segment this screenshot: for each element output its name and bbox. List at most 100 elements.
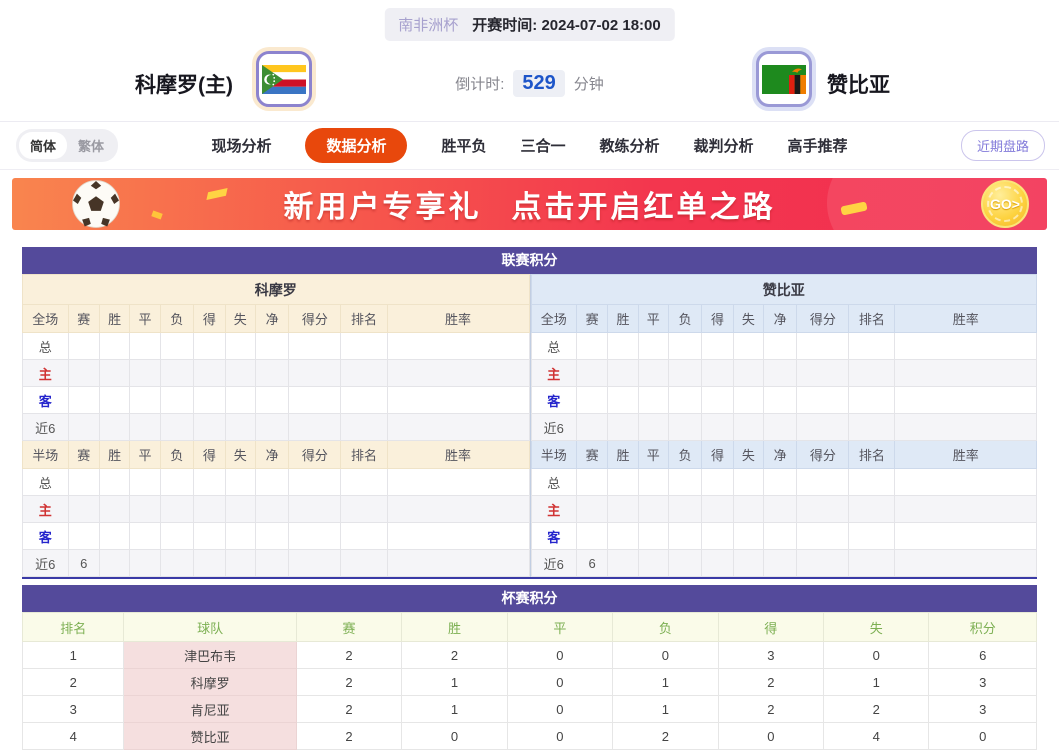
column-header: 平	[637, 304, 669, 333]
stat-cell	[98, 359, 131, 387]
match-info-pill: 南非洲杯 开赛时间: 2024-07-02 18:00	[384, 8, 675, 41]
stat-cell	[254, 332, 290, 360]
away-team-name: 赞比亚	[827, 74, 890, 97]
row-label: 客	[530, 386, 577, 414]
tab-win-draw-lose[interactable]: 胜平负	[441, 138, 487, 155]
stat-cell	[848, 549, 896, 577]
stat-cell	[224, 468, 256, 496]
stat-cell	[762, 359, 798, 387]
recent-odds-button[interactable]: 近期盘路	[960, 130, 1045, 161]
stat-cell	[796, 522, 850, 550]
stat-cell: 2	[612, 722, 719, 750]
stat-cell	[701, 332, 734, 360]
stat-cell	[667, 413, 703, 441]
league-team-header-row: 科摩罗	[22, 274, 530, 305]
column-header: 得	[701, 304, 734, 333]
stat-cell	[288, 468, 342, 496]
column-header: 净	[254, 440, 290, 469]
column-header: 排名	[848, 440, 896, 469]
tab-three-in-one[interactable]: 三合一	[520, 138, 566, 155]
row-label: 总	[22, 468, 69, 496]
column-header: 胜	[401, 612, 508, 642]
stat-cell	[732, 549, 764, 577]
stat-cell: 0	[506, 695, 614, 723]
stat-cell	[607, 332, 639, 360]
league-row: 近6 6	[530, 549, 1037, 577]
column-header: 排名	[340, 440, 388, 469]
banner-headline-left: 新用户专享礼	[283, 191, 482, 224]
column-header: 负	[159, 440, 195, 469]
stat-cell: 0	[506, 641, 614, 669]
stat-cell	[288, 386, 342, 414]
stat-cell	[762, 522, 798, 550]
stat-cell	[224, 413, 256, 441]
column-header: 赛	[67, 440, 100, 469]
zambia-flag-icon	[762, 64, 806, 94]
stat-cell: 2	[21, 668, 125, 696]
stat-cell	[607, 413, 639, 441]
league-away-half: 赞比亚 全场赛胜平负得失净得分 排名 胜率总主客近6 半场赛胜平负得失净得分 排名 胜率总主…	[529, 274, 1038, 577]
column-header: 得	[701, 440, 734, 469]
stat-cell	[762, 386, 798, 414]
lang-simplified[interactable]: 简体	[19, 132, 68, 159]
stat-cell	[667, 332, 703, 360]
stat-cell	[607, 359, 639, 387]
stat-cell	[894, 549, 1037, 577]
stat-cell	[637, 549, 669, 577]
cup-row: 2 科摩罗 2 1 0 1 2 1 3	[21, 668, 1037, 696]
confetti-shape	[840, 201, 868, 216]
row-label: 主	[530, 359, 577, 387]
go-coin-icon[interactable]: GO>	[981, 180, 1029, 228]
home-team-flag	[256, 51, 312, 107]
stat-cell	[193, 413, 226, 441]
stat-cell: 2	[717, 695, 825, 723]
stat-cell	[159, 359, 195, 387]
stat-cell	[894, 468, 1037, 496]
tab-data-analysis[interactable]: 数据分析	[305, 128, 408, 163]
stat-cell	[607, 522, 639, 550]
stat-cell	[637, 413, 669, 441]
stat-cell	[224, 549, 256, 577]
stat-cell	[701, 522, 734, 550]
league-row: 总	[530, 332, 1037, 360]
stat-cell	[575, 522, 609, 550]
tab-coach-analysis[interactable]: 教练分析	[599, 138, 660, 155]
column-header: 平	[129, 440, 161, 469]
stat-cell: 1	[612, 695, 719, 723]
lang-traditional[interactable]: 繁体	[78, 139, 105, 154]
column-header: 排名	[21, 612, 125, 642]
row-label: 近6	[22, 549, 69, 577]
stat-cell	[894, 522, 1037, 550]
stat-cell	[340, 413, 388, 441]
tab-referee-analysis[interactable]: 裁判分析	[693, 138, 754, 155]
row-label: 总	[530, 332, 577, 360]
row-label: 客	[22, 386, 69, 414]
stat-cell	[667, 359, 703, 387]
stat-cell	[386, 386, 530, 414]
tab-live-analysis[interactable]: 现场分析	[211, 138, 272, 155]
stat-cell	[254, 522, 290, 550]
league-full-header-row: 全场赛胜平负得失净得分 排名 胜率	[22, 304, 530, 333]
stat-cell: 2	[717, 668, 825, 696]
nav-tabs: 现场分析 数据分析 胜平负 三合一 教练分析 裁判分析 高手推荐	[211, 128, 848, 163]
stat-cell	[575, 332, 609, 360]
soccer-ball-icon	[72, 180, 120, 228]
league-team-header-row: 赞比亚	[530, 274, 1037, 305]
cup-row: 4 赞比亚 2 0 0 2 0 4 0	[21, 722, 1037, 750]
go-label: GO>	[987, 186, 1023, 222]
column-header: 胜	[607, 304, 639, 333]
comoros-flag-icon	[262, 64, 306, 94]
stat-cell	[701, 549, 734, 577]
tab-expert-picks[interactable]: 高手推荐	[787, 138, 848, 155]
stat-cell: 6	[67, 549, 100, 577]
language-toggle: 简体 繁体	[16, 129, 119, 162]
row-label: 客	[22, 522, 69, 550]
stat-cell	[224, 495, 256, 523]
league-row: 总	[22, 468, 530, 496]
league-row: 近6	[22, 413, 530, 441]
stat-cell	[254, 495, 290, 523]
promo-banner[interactable]: 新用户专享礼 点击开启红单之路 GO>	[12, 178, 1047, 230]
league-team-name: 赞比亚	[530, 274, 1037, 305]
stat-cell	[894, 386, 1037, 414]
league-row: 主	[530, 495, 1037, 523]
